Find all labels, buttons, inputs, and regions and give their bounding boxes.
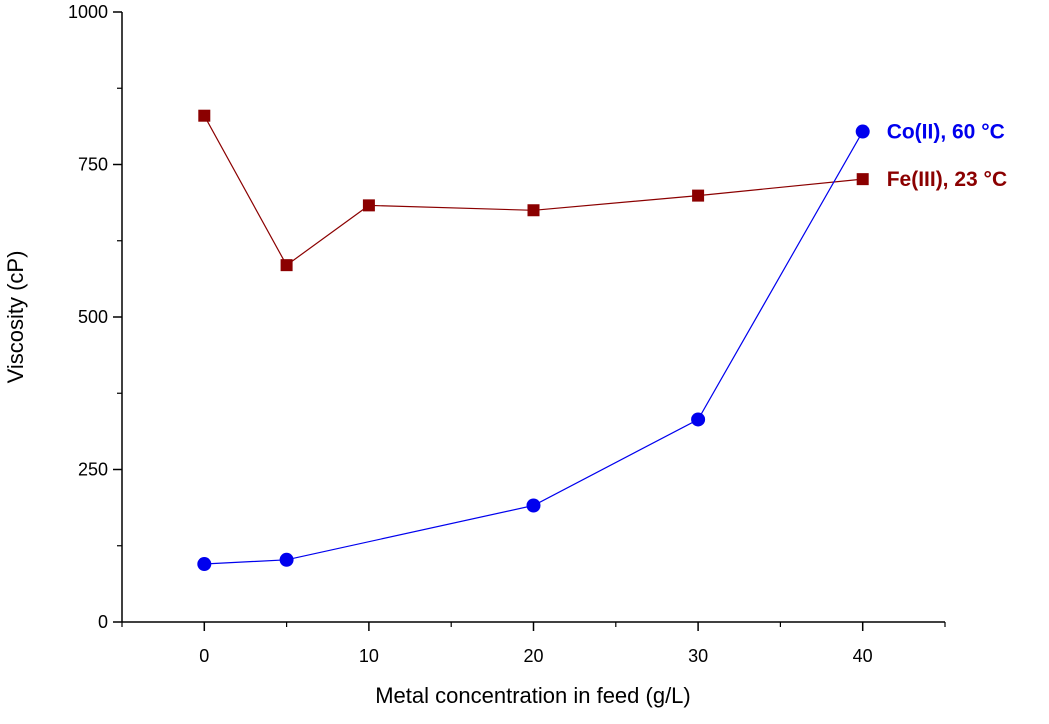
y-tick-label: 1000 <box>68 2 108 22</box>
fe-iii-data-point <box>280 259 293 272</box>
co-ii-data-point <box>197 557 212 572</box>
labels-group: 0 250 500 750 1000 0 10 20 30 40 Fe(III), 23 °C Co(… <box>68 2 1007 666</box>
fe-iii-data-point <box>692 189 705 202</box>
x-axis-title: Metal concentration in feed (g/L) <box>375 683 691 708</box>
y-tick-label: 250 <box>78 460 108 480</box>
co-ii-series-label: Co(II), 60 °C <box>887 121 1005 144</box>
y-axis-title: Viscosity (cP) <box>3 251 28 384</box>
co-ii-data-point <box>691 412 706 427</box>
y-tick-label: 750 <box>78 155 108 175</box>
fe-iii-data-point <box>856 173 869 186</box>
x-tick-label: 0 <box>199 646 209 666</box>
axes <box>113 11 946 631</box>
x-tick-label: 20 <box>523 646 543 666</box>
y-tick-label: 0 <box>98 612 108 632</box>
fe-iii-series-label: Fe(III), 23 °C <box>887 168 1007 191</box>
x-tick-label: 40 <box>853 646 873 666</box>
fe-iii-series-line <box>203 115 863 267</box>
co-ii-data-point <box>855 124 870 139</box>
co-ii-data-point <box>526 498 541 513</box>
fe-iii-data-point <box>362 199 375 212</box>
y-tick-label: 500 <box>78 307 108 327</box>
co-ii-data-point <box>279 552 294 567</box>
x-tick-label: 10 <box>359 646 379 666</box>
fe-iii-data-point <box>527 204 540 217</box>
fe-iii-data-point <box>198 109 211 122</box>
x-tick-label: 30 <box>688 646 708 666</box>
series-group <box>197 109 870 572</box>
